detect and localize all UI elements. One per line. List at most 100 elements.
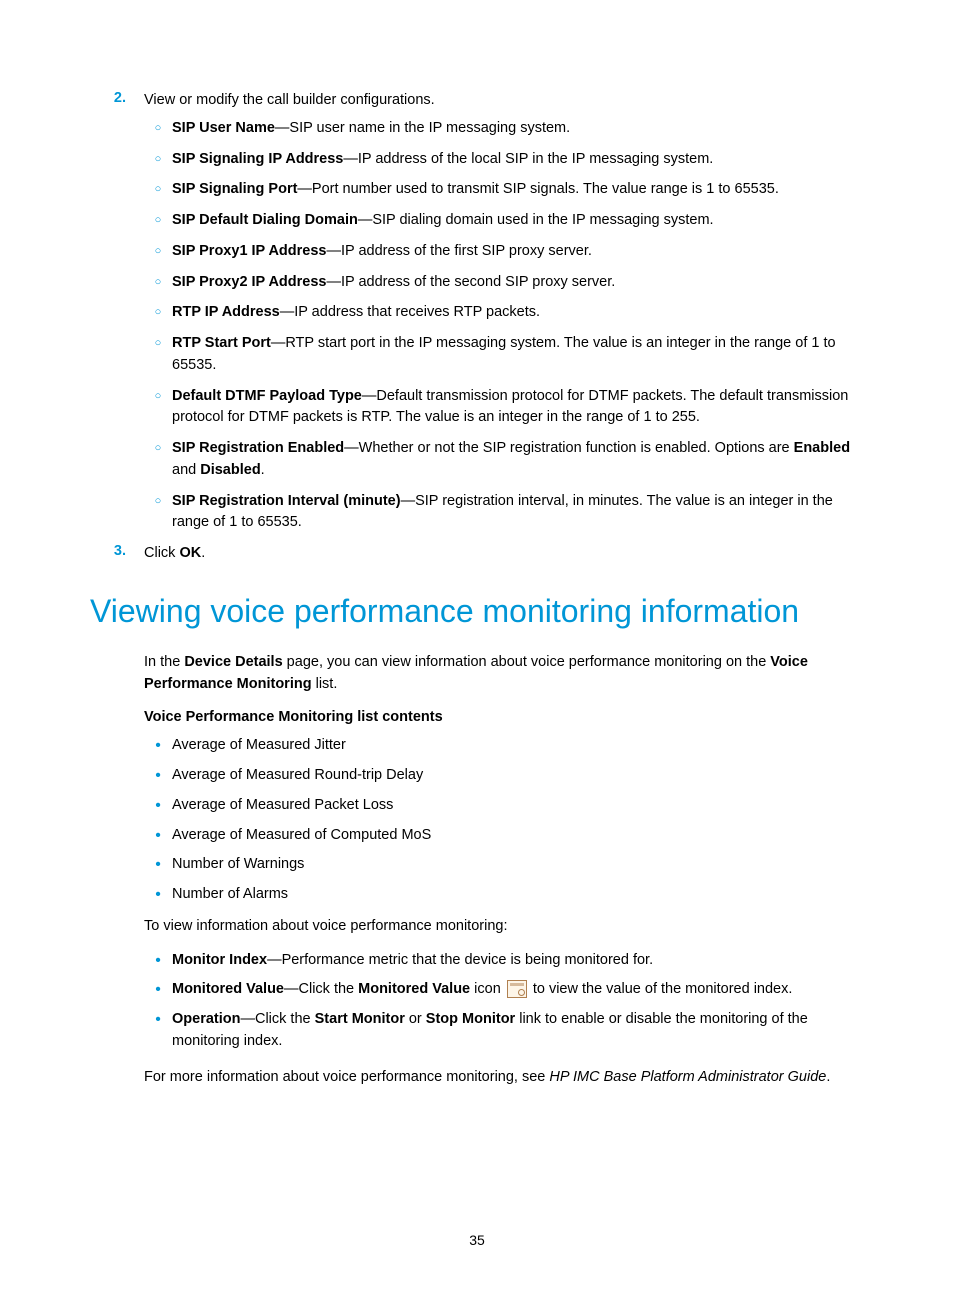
config-text: SIP Registration Enabled—Whether or not …	[172, 438, 864, 482]
config-item: ○ Default DTMF Payload Type—Default tran…	[144, 386, 864, 430]
op-part: or	[405, 1011, 426, 1027]
step-suffix: .	[201, 545, 205, 561]
config-text: SIP Proxy2 IP Address—IP address of the …	[172, 272, 864, 294]
config-text: Default DTMF Payload Type—Default transm…	[172, 386, 864, 430]
config-term: Default DTMF Payload Type	[172, 388, 362, 404]
config-desc: —SIP dialing domain used in the IP messa…	[358, 212, 714, 228]
config-term: SIP Registration Interval (minute)	[172, 493, 401, 509]
list-item: •Average of Measured of Computed MoS	[144, 825, 864, 847]
document-page: 2. View or modify the call builder confi…	[0, 0, 954, 1296]
intro-part: list.	[312, 676, 338, 692]
config-desc: —Port number used to transmit SIP signal…	[297, 181, 778, 197]
stop-monitor-label: Stop Monitor	[426, 1011, 515, 1027]
config-text: RTP IP Address—IP address that receives …	[172, 302, 864, 324]
monitored-value-icon	[507, 980, 527, 998]
config-item: ○ SIP Proxy2 IP Address—IP address of th…	[144, 272, 864, 294]
section-heading: Viewing voice performance monitoring inf…	[90, 593, 864, 630]
monitor-index-term: Monitor Index	[172, 952, 267, 968]
config-text: SIP Signaling Port—Port number used to t…	[172, 179, 864, 201]
ok-label: OK	[179, 545, 201, 561]
intro-part: page, you can view information about voi…	[283, 654, 771, 670]
metric-text: Number of Warnings	[172, 854, 864, 876]
dot-bullet-icon: •	[144, 765, 172, 787]
config-item: ○ SIP Registration Interval (minute)—SIP…	[144, 491, 864, 535]
config-term: SIP Default Dialing Domain	[172, 212, 358, 228]
metric-text: Average of Measured Packet Loss	[172, 795, 864, 817]
config-term: RTP Start Port	[172, 335, 271, 351]
dot-bullet-icon: •	[144, 795, 172, 817]
circle-bullet-icon: ○	[144, 491, 172, 535]
list-item: •Average of Measured Jitter	[144, 735, 864, 757]
op-part: —Click the	[240, 1011, 314, 1027]
list-item: •Number of Warnings	[144, 854, 864, 876]
monitored-value-term: Monitored Value	[172, 981, 284, 997]
config-desc-part: —Whether or not the SIP registration fun…	[344, 440, 793, 456]
dot-bullet-icon: •	[144, 884, 172, 906]
option-disabled: Disabled	[200, 462, 260, 478]
dot-bullet-icon: •	[144, 735, 172, 757]
step-text: View or modify the call builder configur…	[144, 90, 864, 112]
subheading: Voice Performance Monitoring list conten…	[144, 709, 864, 725]
config-item: ○ SIP User Name—SIP user name in the IP …	[144, 118, 864, 140]
metric-text: Average of Measured of Computed MoS	[172, 825, 864, 847]
circle-bullet-icon: ○	[144, 302, 172, 324]
config-item: ○ SIP Signaling Port—Port number used to…	[144, 179, 864, 201]
view-info-paragraph: To view information about voice performa…	[144, 916, 864, 938]
list-item: • Monitored Value—Click the Monitored Va…	[144, 979, 864, 1001]
guide-title: HP IMC Base Platform Administrator Guide	[549, 1069, 826, 1085]
config-item: ○ SIP Proxy1 IP Address—IP address of th…	[144, 241, 864, 263]
circle-bullet-icon: ○	[144, 118, 172, 140]
view-info-list: • Monitor Index—Performance metric that …	[144, 950, 864, 1053]
dot-bullet-icon: •	[144, 854, 172, 876]
metrics-list: •Average of Measured Jitter •Average of …	[144, 735, 864, 906]
ordered-list-item: 3. Click OK.	[90, 543, 864, 565]
circle-bullet-icon: ○	[144, 386, 172, 430]
option-enabled: Enabled	[794, 440, 850, 456]
circle-bullet-icon: ○	[144, 179, 172, 201]
config-term: SIP Proxy2 IP Address	[172, 274, 326, 290]
mv-part: to view the value of the monitored index…	[529, 981, 793, 997]
step-number: 3.	[90, 543, 144, 565]
intro-paragraph: In the Device Details page, you can view…	[144, 652, 864, 696]
config-desc: —IP address of the first SIP proxy serve…	[326, 243, 591, 259]
step-number: 2.	[90, 90, 144, 112]
circle-bullet-icon: ○	[144, 149, 172, 171]
config-period: .	[261, 462, 265, 478]
footer-part: For more information about voice perform…	[144, 1069, 549, 1085]
circle-bullet-icon: ○	[144, 438, 172, 482]
config-text: SIP Default Dialing Domain—SIP dialing d…	[172, 210, 864, 232]
config-term: RTP IP Address	[172, 304, 280, 320]
config-term: SIP Registration Enabled	[172, 440, 344, 456]
page-number: 35	[0, 1232, 954, 1248]
config-desc: —RTP start port in the IP messaging syst…	[172, 335, 836, 373]
config-text: SIP User Name—SIP user name in the IP me…	[172, 118, 864, 140]
operation-term: Operation	[172, 1011, 240, 1027]
config-item: ○ RTP Start Port—RTP start port in the I…	[144, 333, 864, 377]
metric-text: Number of Alarms	[172, 884, 864, 906]
config-text: SIP Signaling IP Address—IP address of t…	[172, 149, 864, 171]
dot-bullet-icon: •	[144, 1009, 172, 1053]
config-term: SIP User Name	[172, 120, 275, 136]
circle-bullet-icon: ○	[144, 333, 172, 377]
mv-part: —Click the	[284, 981, 358, 997]
dot-bullet-icon: •	[144, 979, 172, 1001]
monitor-index-desc: —Performance metric that the device is b…	[267, 952, 653, 968]
config-text: SIP Registration Interval (minute)—SIP r…	[172, 491, 864, 535]
list-item: •Average of Measured Round-trip Delay	[144, 765, 864, 787]
dot-bullet-icon: •	[144, 950, 172, 972]
config-term: SIP Proxy1 IP Address	[172, 243, 326, 259]
config-item: ○ SIP Registration Enabled—Whether or no…	[144, 438, 864, 482]
metric-text: Average of Measured Round-trip Delay	[172, 765, 864, 787]
config-and: and	[172, 462, 200, 478]
config-desc: —IP address of the local SIP in the IP m…	[343, 151, 713, 167]
device-details-label: Device Details	[184, 654, 282, 670]
item-text: Operation—Click the Start Monitor or Sto…	[172, 1009, 864, 1053]
intro-part: In the	[144, 654, 184, 670]
circle-bullet-icon: ○	[144, 272, 172, 294]
config-text: SIP Proxy1 IP Address—IP address of the …	[172, 241, 864, 263]
footer-part: .	[826, 1069, 830, 1085]
circle-bullet-icon: ○	[144, 210, 172, 232]
config-term: SIP Signaling IP Address	[172, 151, 343, 167]
step-text: Click OK.	[144, 543, 864, 565]
config-desc: —IP address that receives RTP packets.	[280, 304, 540, 320]
